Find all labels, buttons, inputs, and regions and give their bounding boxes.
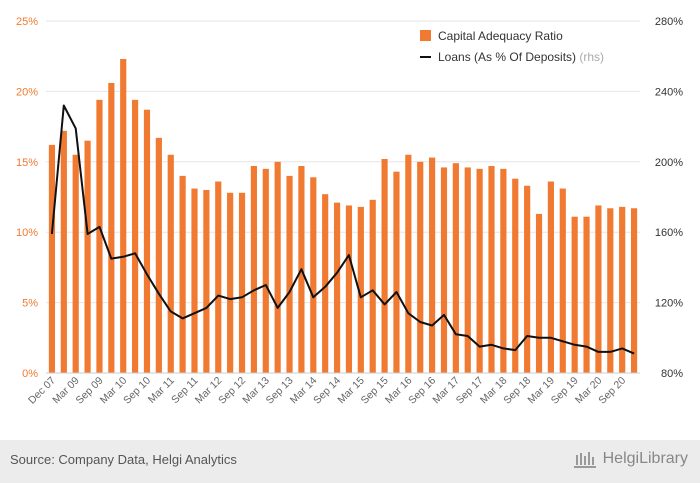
bar <box>215 181 222 373</box>
bar <box>607 208 614 373</box>
bar <box>84 140 91 373</box>
y-right-tick: 240% <box>655 86 683 98</box>
library-icon <box>573 452 596 468</box>
y-left-tick: 20% <box>16 86 38 98</box>
bar <box>429 157 436 373</box>
bar <box>595 205 602 373</box>
y-left-tick: 15% <box>16 157 38 169</box>
bar <box>369 199 376 373</box>
bar <box>417 161 424 373</box>
bar <box>227 192 234 373</box>
loans-line <box>50 104 635 355</box>
bar <box>203 189 210 373</box>
bar <box>393 171 400 373</box>
bar <box>547 181 554 373</box>
brand-name: HelgiLibrary <box>602 450 688 467</box>
bar <box>476 168 483 373</box>
bar <box>48 144 56 373</box>
bar <box>405 154 412 373</box>
source-note: Source: Company Data, Helgi Analytics <box>10 452 237 467</box>
legend-label-bars: Capital Adequacy Ratio <box>438 29 563 43</box>
bar <box>250 166 257 373</box>
y-right-tick: 120% <box>655 298 683 310</box>
legend-bar-swatch <box>420 30 431 41</box>
bar <box>238 192 246 373</box>
x-tick-label: Sep 10 <box>121 375 153 407</box>
bar <box>310 177 317 373</box>
bar <box>155 137 162 373</box>
bar <box>345 205 353 373</box>
bar <box>262 168 269 373</box>
bar <box>132 99 139 374</box>
bar <box>167 154 174 373</box>
bar <box>274 161 281 373</box>
y-left-tick: 5% <box>22 298 38 310</box>
bar <box>440 167 448 373</box>
legend-label-line: Loans (As % Of Deposits) (rhs) <box>438 50 604 64</box>
bar <box>464 167 471 373</box>
bar <box>488 166 495 373</box>
legend-rhs-suffix: (rhs) <box>579 50 604 64</box>
bar <box>60 130 67 373</box>
bar <box>179 175 186 373</box>
y-right-tick: 160% <box>655 227 683 239</box>
chart: 0%5%10%15%20%25%80%120%160%200%240%280%D… <box>16 16 683 407</box>
bar <box>286 175 293 373</box>
bar <box>512 178 519 373</box>
x-tick-label: Sep 20 <box>596 375 628 407</box>
bar <box>381 158 388 373</box>
bar <box>500 168 507 373</box>
bar <box>322 194 329 373</box>
bar <box>571 216 578 373</box>
y-left-tick: 10% <box>16 227 38 239</box>
bar <box>357 206 364 373</box>
brand-logo[interactable]: HelgiLibrary <box>573 449 688 469</box>
bar <box>524 185 531 373</box>
y-left-tick: 0% <box>22 368 38 380</box>
bar <box>143 109 151 373</box>
bar <box>630 208 638 373</box>
bar <box>120 59 127 374</box>
bar <box>559 188 566 373</box>
bar <box>619 206 626 373</box>
y-right-tick: 280% <box>655 16 683 28</box>
bar <box>96 99 103 374</box>
y-right-tick: 200% <box>655 157 683 169</box>
bar <box>108 82 115 374</box>
y-right-tick: 80% <box>661 368 683 380</box>
y-left-tick: 25% <box>16 16 38 28</box>
bar <box>452 163 459 373</box>
footer: Source: Company Data, Helgi Analytics He… <box>0 440 700 483</box>
bar <box>191 188 198 373</box>
bar <box>535 213 543 373</box>
bar <box>333 202 341 373</box>
bar <box>72 154 79 373</box>
bar <box>583 216 590 373</box>
